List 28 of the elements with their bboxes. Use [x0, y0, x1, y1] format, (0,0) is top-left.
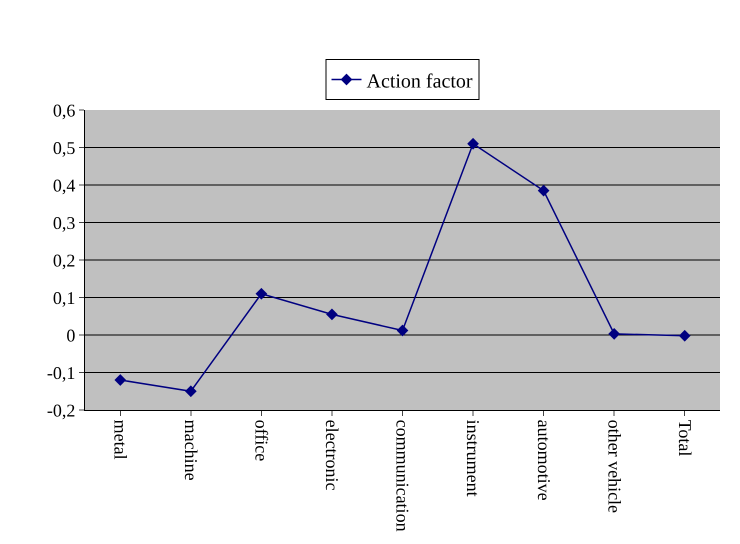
x-tick-label: other vehicle	[604, 420, 624, 514]
x-tick-label: Total	[674, 420, 695, 456]
x-tick-label: office	[252, 420, 272, 462]
x-tick-label: automotive	[534, 420, 554, 501]
point	[538, 184, 550, 196]
y-tick-label: 0,4	[52, 175, 76, 196]
x-tick-label: communication	[392, 420, 413, 532]
y-tick-label: 0,2	[52, 250, 76, 270]
point	[396, 324, 408, 336]
point	[256, 288, 268, 300]
y-tick-label: -0,2	[46, 400, 76, 420]
point	[326, 308, 338, 320]
y-tick-label: 0,6	[52, 100, 76, 120]
point	[184, 385, 197, 398]
point	[114, 374, 126, 386]
point	[678, 330, 691, 342]
y-tick-label: 0,1	[52, 288, 76, 308]
x-tick-label: instrument	[463, 420, 484, 497]
x-tick-label: electronic	[322, 420, 342, 491]
y-tick-label: 0	[66, 325, 76, 346]
y-tick-label: 0,5	[52, 138, 76, 158]
y-tick-label: -0,1	[46, 362, 76, 383]
legend-label: Action factor	[366, 70, 473, 92]
point	[467, 138, 479, 150]
x-tick-label: machine	[180, 420, 201, 481]
point	[608, 328, 620, 340]
x-tick-label: metal	[110, 420, 130, 460]
y-tick-label: 0,3	[52, 212, 76, 233]
